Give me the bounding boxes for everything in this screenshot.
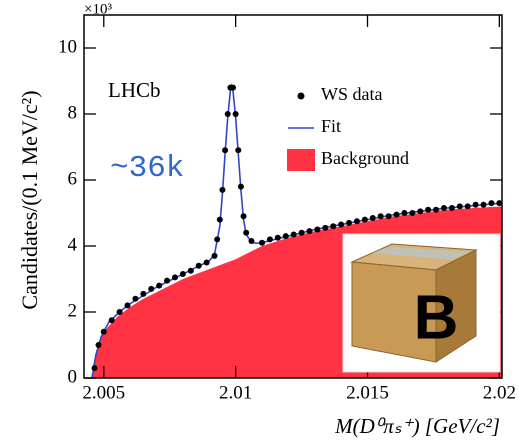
data-point [393,211,400,218]
data-point [237,183,244,190]
data-point [472,201,479,208]
data-point [148,285,155,292]
x-axis-label: M(D⁰πₛ⁺) [GeV/c²] [334,414,500,438]
legend-label: WS data [321,84,382,104]
data-point [187,267,194,274]
legend-label: Background [321,148,409,168]
data-point [448,205,455,212]
data-point [282,233,289,240]
data-point [164,277,171,284]
data-point [248,238,255,245]
data-point [171,274,178,281]
data-point [322,224,329,231]
data-point [456,203,463,210]
data-point [211,252,218,259]
data-point [409,210,416,216]
annotation: LHCb [108,78,161,102]
plot-frame [83,14,503,379]
x-tick-label: 2.005 [82,382,125,403]
data-point [235,147,242,154]
data-point [222,147,229,154]
data-point [224,111,231,117]
data-point [140,290,147,297]
data-point [377,213,384,220]
y-axis-label: Candidates/(0.1 MeV/c²) [17,90,42,309]
inset-label: B [414,283,459,352]
x-tick-label: 2.02 [483,382,516,403]
data-point [385,213,392,220]
data-point [116,309,123,315]
data-point [330,223,337,230]
y-tick-label: 10 [58,36,77,57]
data-point [290,231,297,238]
y-tick-label: 6 [68,168,78,189]
data-point [298,229,305,236]
data-point [369,214,376,221]
y-tick-label: 2 [68,300,78,321]
data-point [132,295,139,302]
y-tick-label: 0 [68,366,78,387]
data-point [266,236,273,243]
x-tick-label: 2.015 [346,382,389,403]
data-point [203,259,210,266]
data-point [338,221,345,228]
data-point [401,210,408,216]
box-side [435,249,477,363]
data-point [496,200,503,207]
legend-label: Fit [321,116,341,136]
data-point [230,84,237,91]
box-tape [372,247,470,260]
data-point [425,206,432,213]
data-point [314,226,321,233]
data-point [219,186,226,193]
data-point [179,271,186,278]
data-point [100,328,107,335]
x-tick-label: 2.01 [219,382,252,403]
data-point [274,234,281,241]
data-point [195,262,202,269]
data-point [108,317,115,324]
legend-marker [297,92,305,100]
legend: WS data Fit Background [287,84,409,171]
data-point [306,228,313,235]
data-point [91,365,98,372]
y-tick-label: 4 [68,234,78,255]
legend-marker [287,149,315,171]
data-point [488,200,495,207]
data-point [353,218,360,225]
y-tick-label: 8 [68,102,78,123]
data-point [361,216,368,223]
data-point [156,282,163,289]
annotation: ~36k [110,151,184,186]
data-point [124,302,131,309]
data-point [440,205,447,212]
data-point [259,239,266,246]
data-point [214,236,221,243]
data-point [240,213,247,220]
scale-label: ×10³ [84,1,112,17]
data-point [464,203,471,210]
data-point [95,342,102,348]
data-point [480,201,487,208]
data-point [232,111,239,117]
data-point [417,208,424,215]
data-point [243,229,250,236]
data-point [433,206,440,213]
data-point [346,219,353,226]
inset-image: B [342,233,501,373]
data-point [216,216,223,223]
